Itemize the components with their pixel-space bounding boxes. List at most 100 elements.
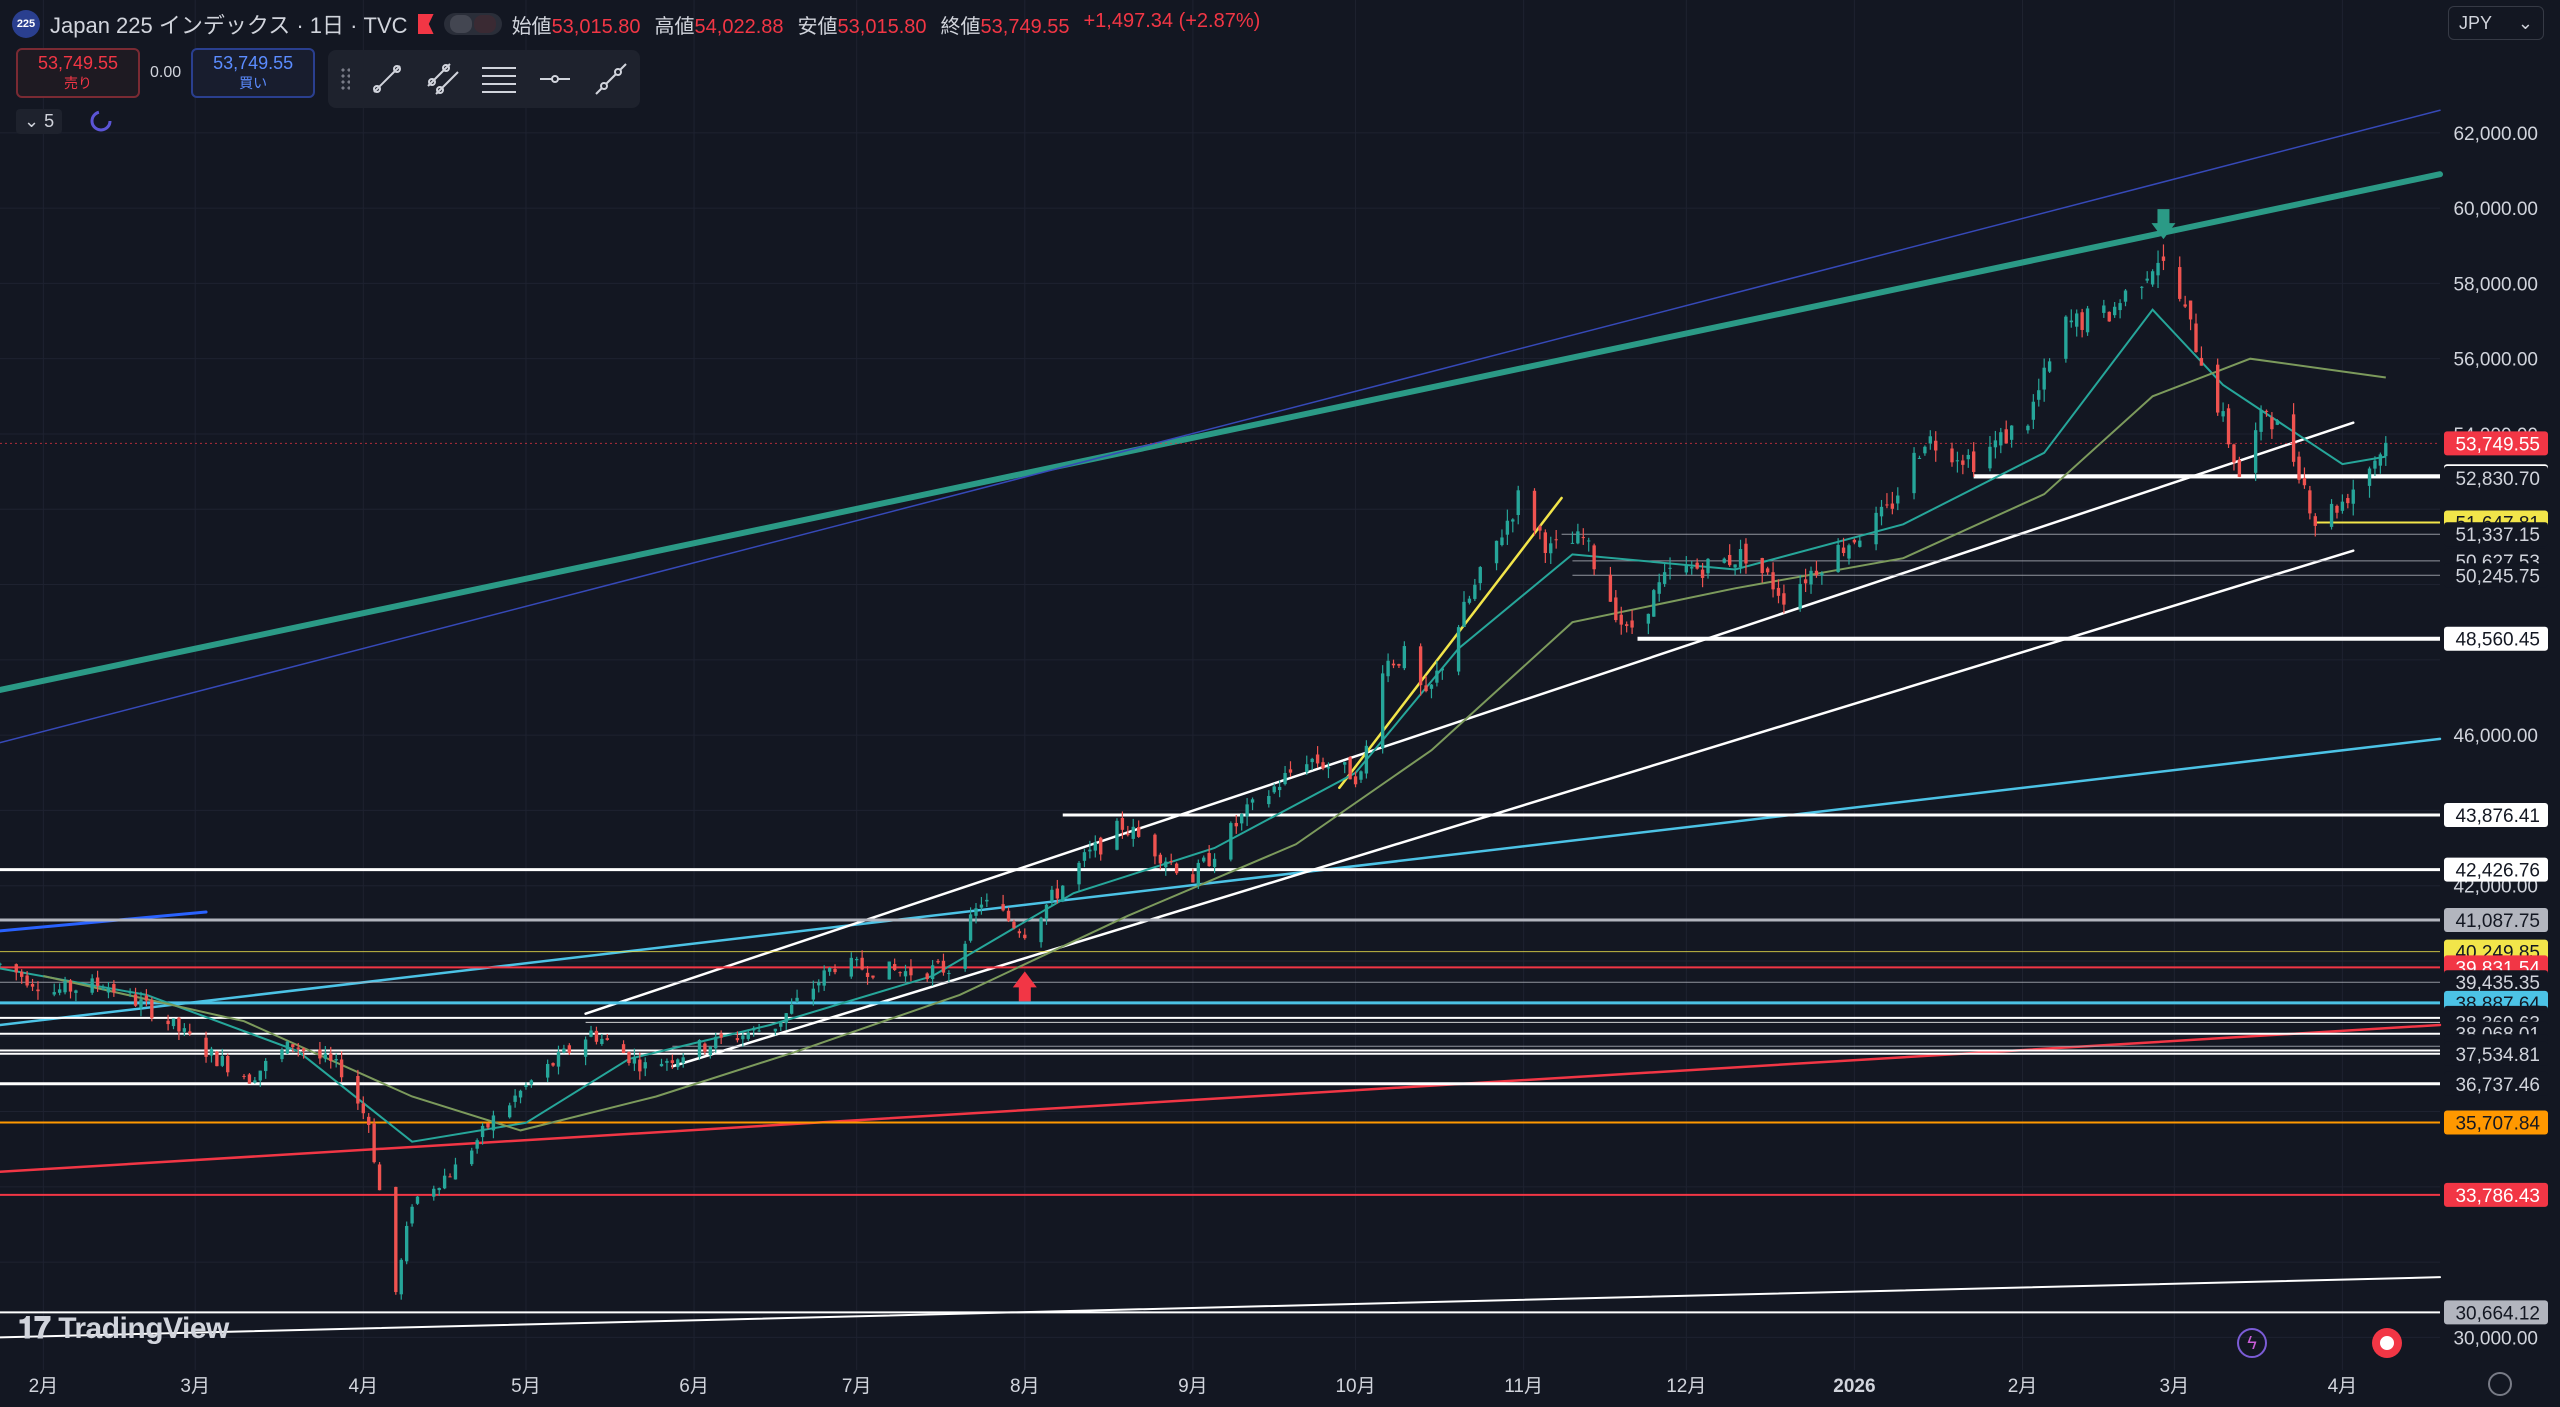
candle-body xyxy=(1706,558,1710,574)
tradingview-mark-icon: 𝟏𝟕 xyxy=(18,1312,59,1345)
candle-body xyxy=(1814,570,1819,576)
drag-handle-icon[interactable] xyxy=(340,67,350,91)
candle-body xyxy=(2308,490,2312,514)
record-icon[interactable] xyxy=(2372,1328,2402,1358)
settings-gear-icon[interactable] xyxy=(2488,1372,2512,1396)
currency-select[interactable]: JPY ⌄ xyxy=(2448,6,2544,40)
candle-body xyxy=(52,992,56,995)
candle xyxy=(264,1058,268,1079)
candle-body xyxy=(2085,308,2090,333)
candle-body xyxy=(979,904,984,908)
candle-body xyxy=(849,957,853,977)
candle-body xyxy=(2042,367,2046,390)
price-level-badge: 36,737.46 xyxy=(2444,1071,2548,1096)
candle-body xyxy=(1359,771,1363,780)
candle xyxy=(1191,868,1195,883)
candle xyxy=(2080,308,2084,338)
candle-body xyxy=(784,1013,788,1024)
candle xyxy=(1885,493,1889,509)
candle xyxy=(323,1046,328,1063)
candle-body xyxy=(1820,573,1824,576)
parallel-channel-tool-icon[interactable] xyxy=(424,60,462,98)
mode-toggle[interactable] xyxy=(443,13,502,35)
candle xyxy=(1305,755,1309,775)
candle xyxy=(90,974,94,995)
fib-retracement-tool-icon[interactable] xyxy=(480,60,518,98)
candle xyxy=(1277,780,1282,798)
candle-body xyxy=(627,1052,631,1063)
candle-body xyxy=(2346,498,2350,504)
candle-body xyxy=(1771,572,1775,590)
x-tick-label: 3月 xyxy=(180,1376,210,1397)
candle xyxy=(2340,494,2345,514)
candle-body xyxy=(480,1125,485,1138)
candle-body xyxy=(1500,537,1504,546)
candle-body xyxy=(2150,271,2155,285)
candle xyxy=(2085,305,2090,336)
candle xyxy=(903,964,908,983)
flag-icon[interactable] xyxy=(417,14,434,34)
arrow-up-marker xyxy=(1012,971,1037,1002)
minus-icon[interactable] xyxy=(449,15,472,33)
ohlc-item: 終値53,749.55 xyxy=(941,10,1070,39)
candle-body xyxy=(1006,910,1011,921)
candle xyxy=(1543,529,1548,563)
candle xyxy=(30,978,35,991)
candle-body xyxy=(2037,390,2041,400)
candle-body xyxy=(925,973,929,980)
x-tick-label: 2月 xyxy=(2008,1376,2038,1397)
candle xyxy=(2150,269,2155,287)
candle xyxy=(1500,529,1504,547)
candle-body xyxy=(1966,454,1970,460)
extended-line-tool-icon[interactable] xyxy=(592,60,630,98)
candle-body xyxy=(529,1080,534,1085)
candle xyxy=(1684,556,1688,575)
candle xyxy=(247,1073,252,1084)
candle-body xyxy=(594,1030,599,1042)
candle-body xyxy=(795,997,799,1001)
candle xyxy=(2308,485,2312,520)
candle-body xyxy=(2156,262,2160,276)
horizontal-ray-tool-icon[interactable] xyxy=(536,60,574,98)
candle-body xyxy=(296,1047,300,1049)
time-axis[interactable]: 2月 3月 4月 5月 6月 7月 8月 9月 10月 11月 12月 2026 2月 3月 4月 xyxy=(29,1376,2358,1397)
candle-body xyxy=(708,1046,712,1056)
price-axis[interactable]: 62,000.0060,000.0058,000.0056,000.0054,0… xyxy=(2444,124,2548,1350)
indicator-toggle[interactable]: ⌄ 5 xyxy=(16,108,63,134)
candle xyxy=(2237,456,2242,478)
candle-body xyxy=(600,1038,604,1044)
candle xyxy=(1131,818,1135,847)
candle-body xyxy=(1099,837,1103,855)
price-badge-bg xyxy=(2444,908,2548,933)
candle-body xyxy=(1391,663,1396,666)
candle xyxy=(1988,436,1992,472)
wave-icon[interactable] xyxy=(473,15,496,33)
candle xyxy=(508,1102,512,1119)
candle xyxy=(1619,606,1623,635)
candle-body xyxy=(1196,862,1200,886)
candle xyxy=(36,981,40,1000)
candle-body xyxy=(1760,558,1764,574)
candle xyxy=(979,896,984,915)
trendline-tool-icon[interactable] xyxy=(368,60,406,98)
lightning-icon[interactable]: ϟ xyxy=(2237,1328,2267,1358)
candle-body xyxy=(1511,519,1515,522)
candle-body xyxy=(318,1049,322,1059)
candle xyxy=(1776,579,1781,604)
candle-body xyxy=(1435,670,1439,683)
symbol-title[interactable]: Japan 225 インデックス · 1日 · TVC xyxy=(50,13,408,38)
candle-body xyxy=(1012,921,1016,928)
candle xyxy=(681,1053,685,1068)
candle-body xyxy=(415,1196,420,1204)
buy-button[interactable]: 53,749.55 買い xyxy=(191,48,316,98)
ohlc-item: +1,497.34 (+2.87%) xyxy=(1084,10,1261,39)
candle xyxy=(1879,499,1884,526)
candle xyxy=(2183,295,2187,308)
candle-body xyxy=(74,990,78,993)
candle xyxy=(2004,420,2008,444)
price-level-badge: 35,707.84 xyxy=(2444,1110,2548,1135)
candle-body xyxy=(226,1056,230,1073)
candle xyxy=(2264,409,2269,417)
sell-button[interactable]: 53,749.55 売り xyxy=(16,48,140,98)
